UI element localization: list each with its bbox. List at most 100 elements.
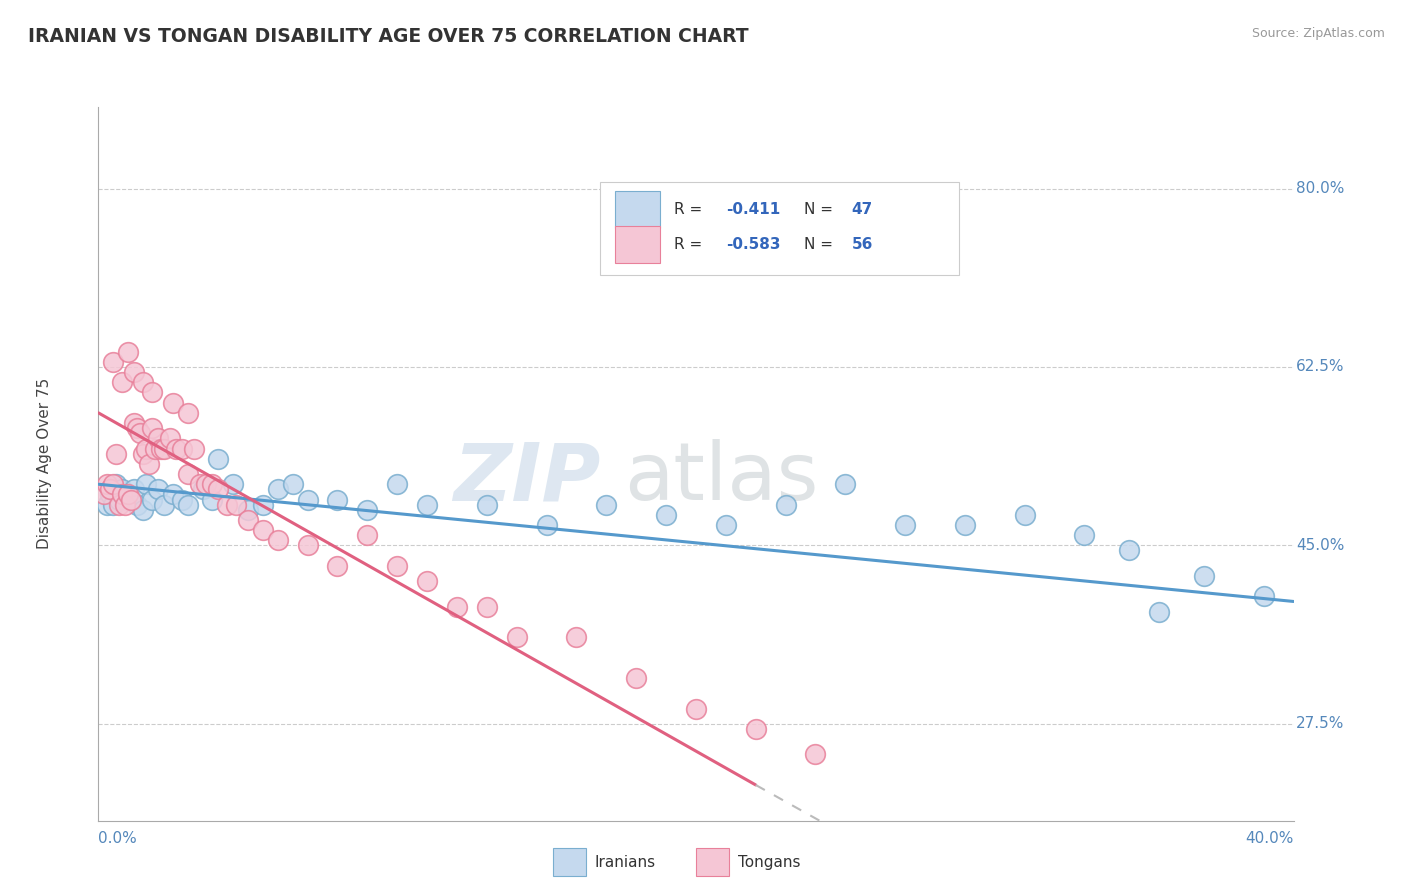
Point (141, 421, 163, 435)
Point (98, 483, 122, 497)
Point (162, 487, 184, 501)
Point (177, 406, 200, 420)
Point (162, 395, 184, 409)
Point (281, 477, 304, 491)
Point (953, 518, 976, 533)
Point (416, 574, 439, 588)
Point (225, 498, 247, 512)
Point (207, 451, 229, 466)
Point (252, 498, 274, 512)
Point (124, 365, 146, 379)
Point (117, 344, 139, 359)
Point (446, 599, 468, 614)
Point (127, 421, 149, 435)
Point (297, 538, 319, 552)
Text: 45.0%: 45.0% (1296, 538, 1344, 553)
Point (114, 498, 136, 512)
Text: 80.0%: 80.0% (1296, 181, 1344, 196)
Point (207, 483, 229, 497)
Point (297, 492, 319, 507)
Text: R =: R = (675, 237, 707, 252)
Point (120, 492, 142, 507)
Point (201, 492, 224, 507)
Point (236, 513, 259, 527)
Point (201, 477, 224, 491)
Point (105, 477, 128, 491)
Point (148, 483, 170, 497)
Point (385, 477, 409, 491)
Point (172, 492, 194, 507)
Point (159, 431, 181, 445)
Text: Tongans: Tongans (738, 855, 800, 870)
Bar (696, 848, 730, 876)
Text: Disability Age Over 75: Disability Age Over 75 (37, 378, 52, 549)
Point (143, 442, 166, 456)
Point (93, 487, 115, 501)
Text: 47: 47 (851, 202, 873, 217)
Point (894, 518, 917, 533)
Point (1118, 543, 1140, 558)
Bar (614, 227, 659, 263)
Point (124, 416, 146, 430)
Point (108, 492, 131, 507)
Point (236, 502, 259, 516)
Text: Iranians: Iranians (595, 855, 655, 870)
Bar (614, 191, 659, 227)
Text: 56: 56 (851, 237, 873, 252)
Point (132, 376, 155, 390)
Point (103, 498, 125, 512)
Text: N =: N = (804, 202, 838, 217)
Point (124, 483, 146, 497)
Point (595, 498, 617, 512)
Point (96, 498, 118, 512)
Text: Source: ZipAtlas.com: Source: ZipAtlas.com (1251, 27, 1385, 40)
Point (141, 492, 163, 507)
Point (138, 457, 160, 471)
Bar (553, 848, 586, 876)
Point (565, 630, 588, 644)
Point (267, 533, 290, 548)
Point (153, 442, 176, 456)
Point (135, 442, 157, 456)
Point (103, 477, 125, 491)
Point (267, 483, 290, 497)
Point (714, 518, 737, 533)
Text: -0.583: -0.583 (725, 237, 780, 252)
Text: IRANIAN VS TONGAN DISABILITY AGE OVER 75 CORRELATION CHART: IRANIAN VS TONGAN DISABILITY AGE OVER 75… (28, 27, 749, 45)
Point (416, 498, 439, 512)
Point (252, 523, 274, 537)
Point (165, 442, 187, 456)
Point (111, 487, 134, 501)
Point (624, 671, 647, 685)
Point (475, 498, 498, 512)
Point (1147, 605, 1170, 619)
Point (177, 498, 200, 512)
Point (326, 492, 349, 507)
Point (506, 630, 529, 644)
Point (222, 477, 245, 491)
Point (1192, 569, 1215, 583)
Point (127, 498, 149, 512)
Point (834, 477, 856, 491)
Text: 40.0%: 40.0% (1246, 831, 1294, 847)
Point (153, 498, 176, 512)
Text: R =: R = (675, 202, 707, 217)
Point (356, 528, 378, 542)
Point (117, 487, 139, 501)
Point (655, 508, 678, 522)
Point (1253, 590, 1275, 604)
Point (1073, 528, 1095, 542)
Point (1014, 508, 1036, 522)
Point (183, 442, 205, 456)
Text: N =: N = (804, 237, 838, 252)
Point (103, 355, 125, 369)
Point (148, 431, 170, 445)
FancyBboxPatch shape (600, 182, 959, 275)
Point (188, 477, 211, 491)
Point (194, 477, 218, 491)
Point (96, 477, 118, 491)
Point (685, 701, 707, 715)
Point (111, 376, 134, 390)
Point (745, 722, 768, 736)
Point (150, 442, 173, 456)
